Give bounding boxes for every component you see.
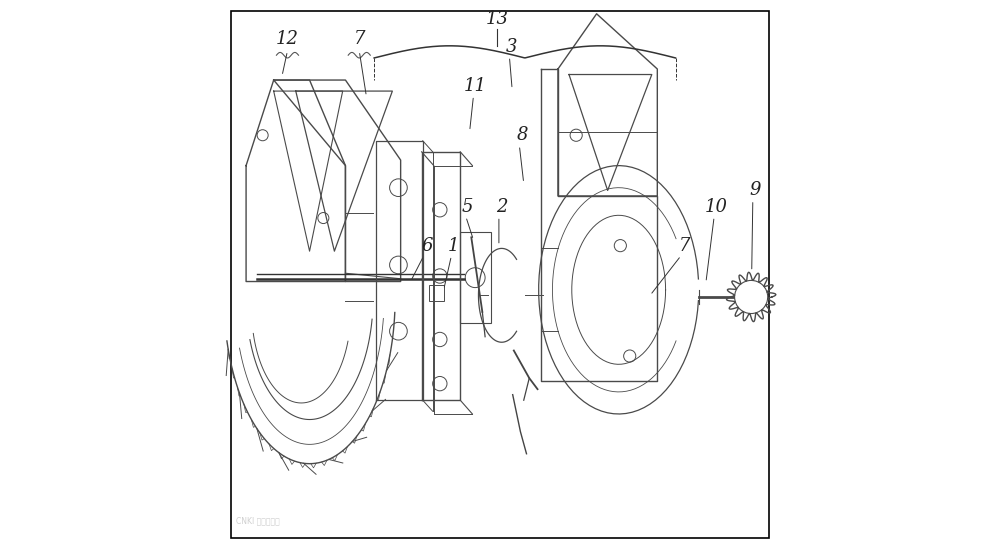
Bar bbox=[460, 232, 491, 323]
Text: 10: 10 bbox=[705, 198, 728, 216]
Text: 8: 8 bbox=[516, 126, 528, 144]
Text: 7: 7 bbox=[353, 30, 365, 47]
Text: 7: 7 bbox=[679, 237, 691, 254]
Text: 11: 11 bbox=[464, 77, 487, 94]
Text: 5: 5 bbox=[461, 198, 473, 216]
Text: 6: 6 bbox=[421, 237, 433, 254]
Text: 9: 9 bbox=[750, 182, 761, 199]
Text: 13: 13 bbox=[486, 10, 509, 28]
Text: 2: 2 bbox=[496, 198, 507, 216]
Bar bbox=[429, 285, 444, 301]
Text: 3: 3 bbox=[505, 38, 517, 56]
Text: 1: 1 bbox=[447, 237, 459, 254]
Text: 12: 12 bbox=[276, 30, 299, 47]
Text: CNKI 全文数据库: CNKI 全文数据库 bbox=[236, 516, 280, 526]
